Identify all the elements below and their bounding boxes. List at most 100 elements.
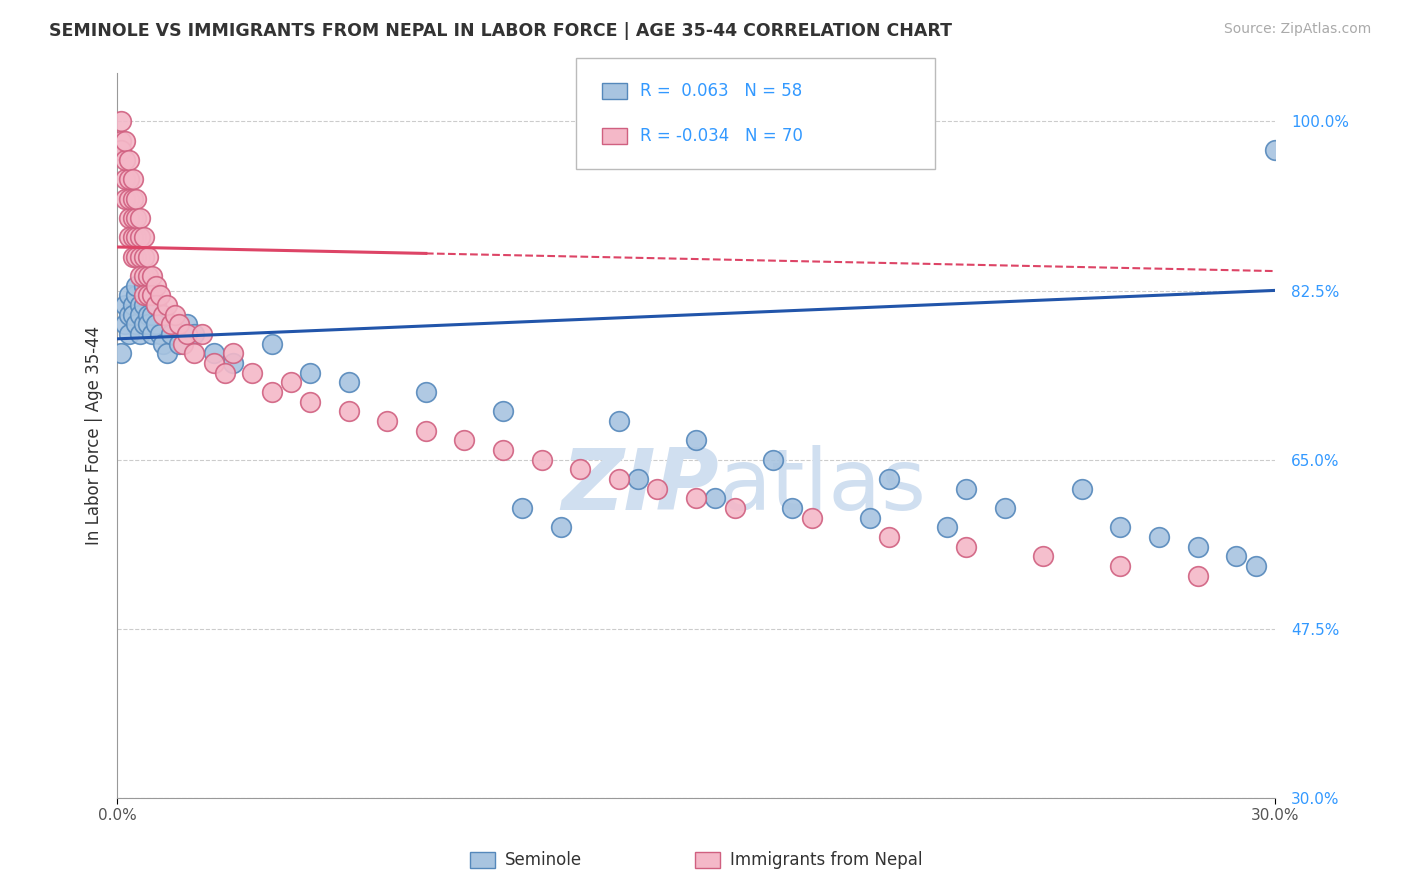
Point [118, 211, 141, 225]
Point [167, 336, 190, 351]
Point [152, 336, 174, 351]
Point [337, 404, 360, 418]
Point [129, 298, 152, 312]
Point [134, 278, 156, 293]
Point [280, 376, 302, 390]
Point [1244, 559, 1267, 574]
Point [723, 501, 745, 516]
Point [1225, 549, 1247, 564]
Point [114, 134, 136, 148]
Point [129, 211, 152, 225]
Point [149, 288, 172, 302]
Point [125, 318, 148, 332]
Text: R =  0.063   N = 58: R = 0.063 N = 58 [640, 82, 801, 100]
Point [935, 520, 957, 534]
Point [1109, 559, 1132, 574]
Point [955, 482, 977, 496]
Point [222, 356, 245, 370]
Point [121, 211, 143, 225]
Point [704, 491, 727, 506]
Point [129, 230, 152, 244]
Point [114, 172, 136, 186]
Point [1147, 530, 1170, 544]
Point [136, 308, 159, 322]
Y-axis label: In Labor Force | Age 35-44: In Labor Force | Age 35-44 [86, 326, 103, 545]
Point [118, 288, 141, 302]
Point [134, 230, 156, 244]
Point [415, 384, 437, 399]
Point [877, 472, 900, 486]
Point [145, 278, 167, 293]
Point [136, 288, 159, 302]
Point [647, 482, 669, 496]
Point [118, 153, 141, 167]
Point [299, 394, 322, 409]
Point [136, 268, 159, 283]
Point [114, 153, 136, 167]
Point [125, 211, 148, 225]
Point [627, 472, 650, 486]
Point [160, 318, 183, 332]
Point [955, 540, 977, 554]
Point [337, 376, 360, 390]
Point [375, 414, 398, 428]
Point [145, 298, 167, 312]
Text: Source: ZipAtlas.com: Source: ZipAtlas.com [1223, 22, 1371, 37]
Point [202, 346, 225, 360]
Point [136, 250, 159, 264]
Point [685, 434, 707, 448]
Point [994, 501, 1017, 516]
Point [152, 308, 174, 322]
Point [121, 298, 143, 312]
Point [121, 230, 143, 244]
Point [859, 510, 882, 524]
Point [129, 308, 152, 322]
Point [492, 443, 515, 458]
Point [191, 326, 214, 341]
Point [607, 472, 630, 486]
Point [685, 491, 707, 506]
Point [118, 192, 141, 206]
Point [134, 288, 156, 302]
Point [156, 298, 179, 312]
Point [110, 144, 132, 158]
Point [121, 308, 143, 322]
Point [415, 424, 437, 438]
Point [118, 308, 141, 322]
Point [141, 326, 163, 341]
Point [125, 250, 148, 264]
Point [156, 346, 179, 360]
Point [121, 250, 143, 264]
Point [569, 462, 592, 476]
Point [877, 530, 900, 544]
Point [114, 318, 136, 332]
Point [118, 172, 141, 186]
Point [149, 326, 172, 341]
Point [125, 230, 148, 244]
Point [114, 298, 136, 312]
Point [530, 452, 553, 467]
Point [299, 366, 322, 380]
Point [114, 192, 136, 206]
Point [118, 230, 141, 244]
Point [1032, 549, 1054, 564]
Point [141, 288, 163, 302]
Point [214, 366, 236, 380]
Text: Seminole: Seminole [505, 851, 582, 869]
Point [1187, 540, 1209, 554]
Point [240, 366, 263, 380]
Point [260, 384, 283, 399]
Point [1264, 144, 1286, 158]
Point [134, 250, 156, 264]
Point [110, 134, 132, 148]
Point [141, 268, 163, 283]
Point [550, 520, 572, 534]
Point [1070, 482, 1092, 496]
Point [202, 356, 225, 370]
Point [125, 278, 148, 293]
Point [176, 318, 198, 332]
Point [167, 318, 190, 332]
Point [145, 298, 167, 312]
Point [172, 336, 194, 351]
Point [222, 346, 245, 360]
